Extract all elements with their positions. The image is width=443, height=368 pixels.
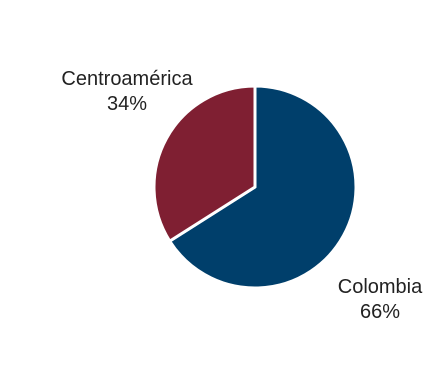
slice-percent: 66% [360,301,400,323]
pie-slice-colombia [168,84,358,290]
slice-label-centroam-rica: Centroamérica 34% [61,68,193,115]
slice-percent: 34% [107,93,147,115]
pie-slice-centroam-rica [152,84,257,243]
slice-category: Colombia [338,276,423,298]
pie-slices [152,84,358,290]
slice-labels: Colombia 66% Centroamérica 34% [61,68,423,323]
slice-label-colombia: Colombia 66% [338,276,423,323]
slice-category: Centroamérica [61,68,193,90]
